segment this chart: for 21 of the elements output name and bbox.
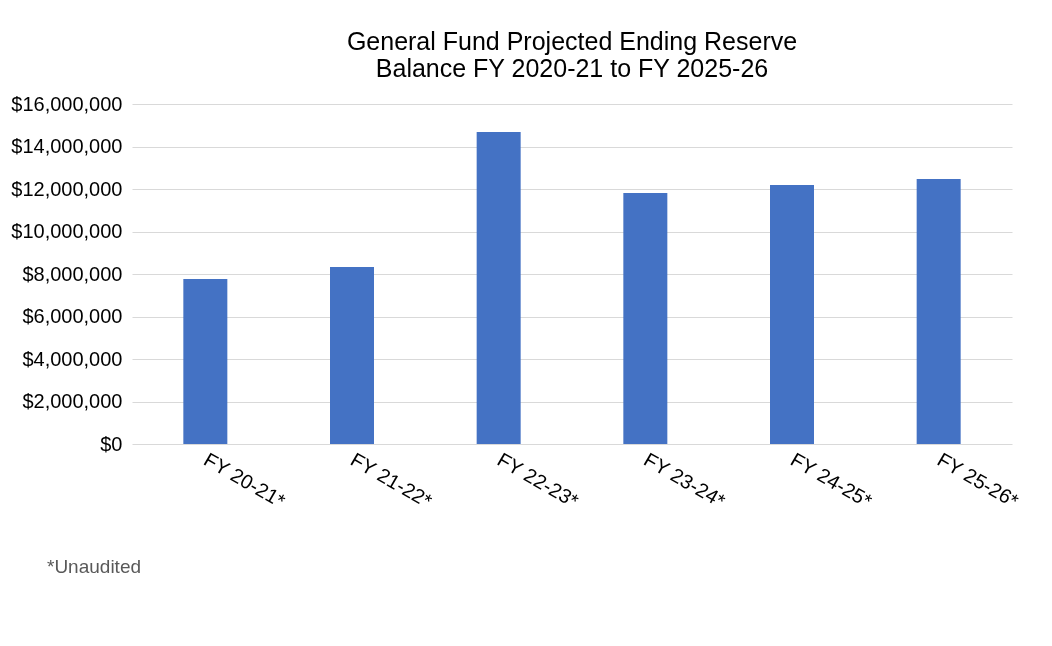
bar	[916, 179, 961, 444]
x-tick-label: FY 22-23*	[493, 448, 583, 513]
bar	[330, 266, 374, 444]
y-tick-label: $6,000,000	[22, 305, 123, 327]
bar	[770, 184, 814, 444]
y-tick-label: $2,000,000	[22, 390, 123, 412]
x-tick-label: FY 23-24*	[640, 448, 730, 513]
y-tick-label: $14,000,000	[11, 135, 123, 157]
chart-title: General Fund Projected Ending Reserve Balance FY 2020-21 to FY 2025-26	[346, 27, 798, 82]
y-tick-label: $16,000,000	[11, 92, 123, 115]
bar	[476, 132, 521, 444]
bar	[183, 279, 228, 444]
y-tick-label: $10,000,000	[11, 220, 123, 242]
y-tick-label: $0	[100, 432, 123, 455]
y-tick-label: $8,000,000	[22, 262, 123, 285]
bar	[623, 193, 668, 444]
y-tick-label: $4,000,000	[22, 347, 123, 370]
text: *Unaudited	[47, 556, 142, 577]
x-tick-label: FY 25-26*	[933, 448, 1023, 513]
x-tick-label: FY 24-25*	[787, 448, 876, 513]
y-tick-label: $12,000,000	[11, 177, 123, 200]
